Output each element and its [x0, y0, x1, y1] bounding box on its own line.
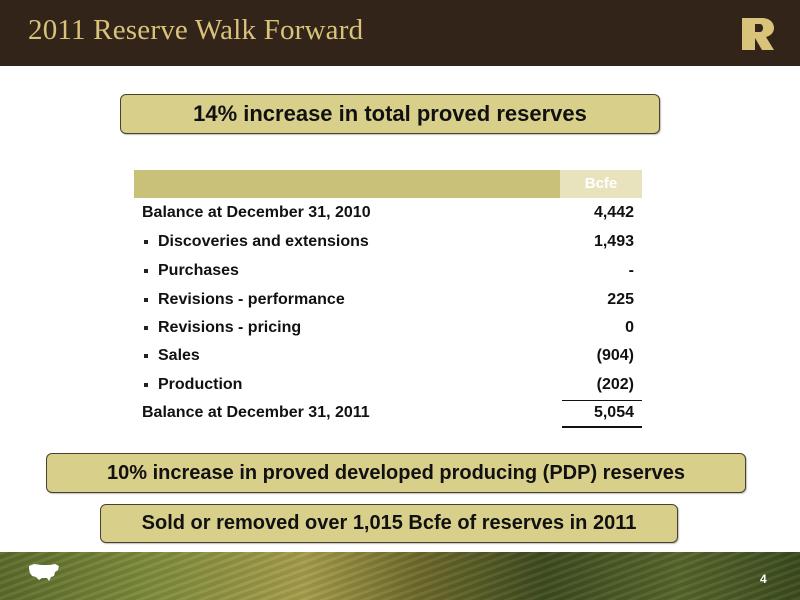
row-value: 5,054	[593, 404, 634, 421]
sold-reserves-text: Sold or removed over 1,015 Bcfe of reser…	[141, 512, 637, 534]
row-value: (904)	[596, 347, 634, 364]
footer-landscape-image	[0, 552, 800, 600]
bullet-icon	[144, 298, 148, 302]
row-value: 225	[607, 291, 634, 308]
slide-title: 2011 Reserve Walk Forward	[28, 14, 364, 46]
table-row: Balance at December 31, 2010 4,442	[134, 201, 642, 225]
row-value: 0	[625, 319, 634, 336]
header-bar: 2011 Reserve Walk Forward	[0, 0, 800, 66]
us-map-icon	[29, 564, 59, 581]
bullet-icon	[144, 354, 148, 358]
row-label: Production	[158, 376, 243, 393]
subtotal-rule	[562, 400, 642, 401]
row-value: 4,442	[593, 204, 634, 221]
row-label: Balance at December 31, 2011	[142, 404, 370, 421]
table-row: Sales (904)	[134, 344, 642, 368]
table-row: Revisions - performance 225	[134, 288, 642, 312]
pdp-reserves-text: 10% increase in proved developed produci…	[107, 461, 685, 484]
bullet-icon	[144, 240, 148, 244]
bcfe-column-header: Bcfe	[584, 175, 618, 192]
bullet-icon	[144, 269, 148, 273]
row-label: Discoveries and extensions	[158, 233, 369, 250]
table-row: Purchases -	[134, 259, 642, 283]
table-row: Balance at December 31, 2011 5,054	[134, 401, 642, 425]
r-logo-icon	[742, 18, 774, 50]
total-double-rule	[562, 426, 642, 428]
sold-reserves-callout: Sold or removed over 1,015 Bcfe of reser…	[100, 504, 678, 543]
table-row: Discoveries and extensions 1,493	[134, 230, 642, 254]
pdp-reserves-callout: 10% increase in proved developed produci…	[46, 453, 746, 493]
row-value: 1,493	[593, 233, 634, 250]
row-label: Balance at December 31, 2010	[142, 204, 371, 221]
bullet-icon	[144, 383, 148, 387]
bullet-icon	[144, 326, 148, 330]
row-label: Revisions - performance	[158, 291, 345, 308]
row-label: Purchases	[158, 262, 239, 279]
page-number: 4	[760, 572, 767, 586]
table-row: Revisions - pricing 0	[134, 316, 642, 340]
row-value: -	[628, 262, 634, 279]
footer-texture	[0, 552, 800, 600]
table-header-cell	[560, 170, 642, 198]
row-label: Sales	[158, 347, 200, 364]
table-header: Bcfe	[134, 170, 642, 198]
table-row: Production (202)	[134, 373, 642, 397]
total-reserves-text: 14% increase in total proved reserves	[193, 101, 587, 126]
total-reserves-callout: 14% increase in total proved reserves	[120, 94, 660, 134]
row-label: Revisions - pricing	[158, 319, 302, 336]
row-value: (202)	[596, 376, 634, 393]
